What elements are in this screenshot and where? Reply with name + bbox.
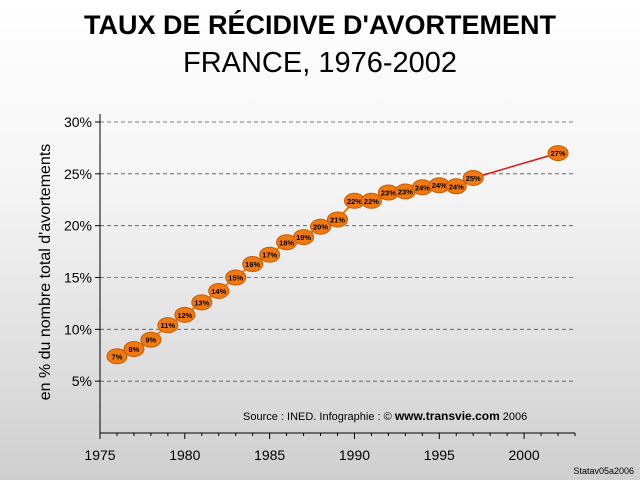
data-point: 9% bbox=[140, 331, 162, 348]
data-marker bbox=[140, 331, 162, 348]
y-axis-label: en % du nombre total d'avortements bbox=[37, 144, 54, 401]
x-ticks: 1975 1980 1985 1990 1995 2000 bbox=[84, 433, 576, 463]
series-lines bbox=[116, 152, 559, 358]
data-marker bbox=[327, 211, 348, 228]
data-label: 23% bbox=[381, 188, 396, 197]
series-line-projection bbox=[473, 152, 559, 179]
data-marker bbox=[462, 169, 484, 186]
y-tick-label: 25% bbox=[64, 166, 92, 182]
data-point: 17% bbox=[259, 246, 281, 263]
data-label: 16% bbox=[245, 260, 260, 269]
y-tick-label: 5% bbox=[72, 373, 92, 389]
data-point: 11% bbox=[157, 317, 179, 334]
y-tick-label: 10% bbox=[64, 321, 92, 337]
data-label: 24% bbox=[449, 182, 464, 191]
data-markers: 7%8%9%11%12%13%14%15%16%17%18%19%20%21%2… bbox=[106, 145, 569, 365]
data-label: 18% bbox=[279, 238, 294, 247]
chart-title: TAUX DE RÉCIDIVE D'AVORTEMENT bbox=[84, 10, 556, 40]
copyright-symbol: © bbox=[384, 411, 392, 423]
x-tick-label: 1990 bbox=[339, 447, 370, 463]
data-point: 7% bbox=[106, 348, 128, 365]
data-point: 19% bbox=[293, 229, 315, 246]
footer-code: Statav05a2006 bbox=[573, 466, 634, 476]
data-label: 24% bbox=[432, 181, 447, 190]
data-label: 19% bbox=[296, 233, 311, 242]
data-point: 20% bbox=[310, 218, 332, 235]
source-credit: Source : INED. Infographie : © www.trans… bbox=[243, 409, 527, 423]
y-tick-label: 20% bbox=[64, 218, 92, 234]
y-ticks: 5% 10% 15% 20% 25% 30% bbox=[64, 114, 100, 389]
y-tick-label: 30% bbox=[64, 114, 92, 130]
grid bbox=[100, 121, 575, 382]
data-point: 8% bbox=[123, 341, 145, 358]
data-label: 13% bbox=[194, 298, 209, 307]
data-label: 15% bbox=[228, 274, 243, 283]
data-label: 22% bbox=[364, 197, 379, 206]
data-marker bbox=[445, 178, 467, 195]
data-label: 8% bbox=[129, 345, 140, 354]
data-point: 27% bbox=[547, 145, 569, 162]
data-point: 15% bbox=[225, 269, 247, 286]
source-year: 2006 bbox=[500, 411, 528, 423]
data-point: 12% bbox=[174, 306, 196, 323]
data-marker bbox=[208, 282, 230, 299]
data-label: 24% bbox=[415, 183, 430, 192]
data-label: 25% bbox=[466, 174, 481, 183]
data-marker bbox=[310, 218, 332, 235]
data-marker bbox=[242, 256, 264, 273]
data-point: 16% bbox=[242, 256, 264, 273]
data-marker bbox=[123, 341, 145, 358]
data-label: 27% bbox=[551, 149, 566, 158]
data-marker bbox=[547, 145, 569, 162]
data-label: 9% bbox=[145, 336, 156, 345]
data-point: 24% bbox=[445, 178, 467, 195]
data-marker bbox=[293, 229, 315, 246]
source-site: www.transvie.com bbox=[394, 409, 500, 423]
source-prefix: Source : INED. Infographie : bbox=[243, 411, 384, 423]
data-point: 21% bbox=[327, 211, 348, 228]
data-point: 14% bbox=[208, 282, 230, 299]
data-point: 22% bbox=[360, 192, 382, 209]
data-marker bbox=[191, 294, 213, 311]
data-marker bbox=[106, 348, 128, 365]
y-tick-label: 15% bbox=[64, 270, 92, 286]
x-tick-label: 1985 bbox=[254, 447, 285, 463]
data-label: 22% bbox=[347, 197, 362, 206]
data-label: 17% bbox=[262, 251, 277, 260]
x-tick-label: 1980 bbox=[169, 447, 200, 463]
data-point: 13% bbox=[191, 294, 213, 311]
data-label: 11% bbox=[161, 321, 176, 330]
x-tick-label: 1995 bbox=[424, 447, 455, 463]
data-marker bbox=[360, 192, 382, 209]
data-marker bbox=[225, 269, 247, 286]
x-tick-label: 2000 bbox=[509, 447, 540, 463]
data-label: 14% bbox=[211, 287, 226, 296]
data-marker bbox=[157, 317, 179, 334]
chart-subtitle: FRANCE, 1976-2002 bbox=[182, 47, 458, 79]
data-point: 25% bbox=[462, 169, 484, 186]
x-tick-label: 1975 bbox=[84, 447, 115, 463]
data-label: 23% bbox=[398, 187, 413, 196]
data-label: 21% bbox=[330, 215, 345, 224]
data-label: 20% bbox=[313, 223, 328, 232]
data-label: 12% bbox=[177, 311, 192, 320]
data-label: 7% bbox=[112, 352, 123, 361]
data-marker bbox=[174, 306, 196, 323]
data-marker bbox=[259, 246, 281, 263]
